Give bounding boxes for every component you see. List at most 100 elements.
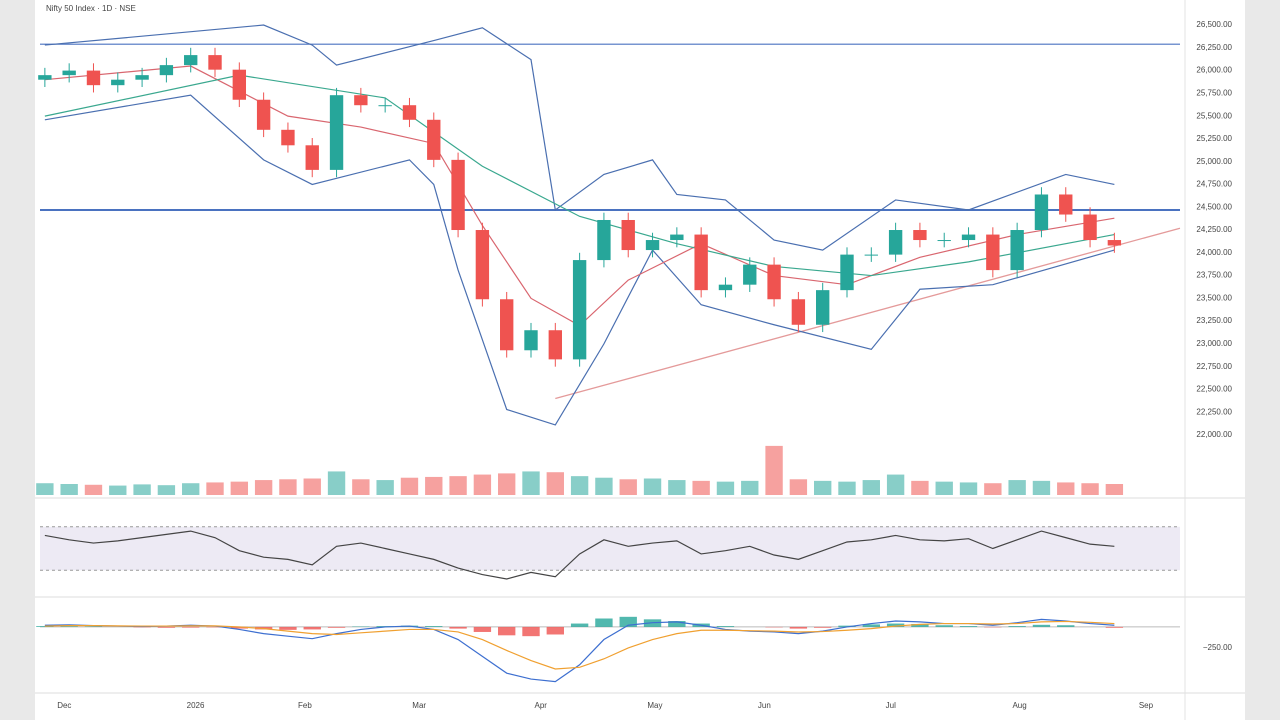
candle-body — [670, 234, 684, 241]
candle-body — [1083, 214, 1097, 241]
y-tick-label: 25,000.00 — [1196, 157, 1232, 166]
rsi-line — [44, 530, 1115, 580]
volume-bar — [595, 477, 613, 495]
candle-body — [694, 234, 708, 291]
volume-bar — [838, 481, 856, 495]
volume-bar — [765, 445, 783, 495]
candle-body — [159, 65, 174, 76]
x-tick-label: 2026 — [187, 701, 205, 710]
candle-body — [743, 264, 757, 285]
volume-bar — [376, 480, 394, 495]
volume-bar — [619, 479, 637, 495]
candle-body — [718, 284, 733, 291]
volume-bar — [449, 476, 467, 495]
volume-bar — [109, 485, 127, 495]
histogram-bar — [522, 626, 540, 637]
candle-body — [62, 70, 76, 76]
volume-bar — [789, 479, 808, 495]
y-tick-label: 22,750.00 — [1196, 362, 1232, 371]
candle-body — [597, 219, 611, 261]
volume-bar — [473, 474, 492, 495]
candle-body — [864, 254, 878, 256]
y-tick-label: 26,500.00 — [1196, 20, 1232, 29]
candle-body — [184, 55, 198, 66]
candle-body — [1107, 240, 1122, 246]
candle-body — [888, 230, 903, 255]
volume-bar — [182, 483, 200, 495]
y-tick-label: 26,000.00 — [1196, 66, 1232, 75]
volume-bar — [814, 480, 832, 495]
histogram-bar — [570, 623, 589, 627]
volume-bar — [400, 477, 419, 495]
x-tick-label: Apr — [534, 701, 547, 710]
histogram-bar — [327, 626, 346, 628]
candle-body — [1010, 230, 1024, 271]
candle-body — [281, 129, 295, 146]
candle-body — [329, 95, 344, 170]
histogram-bar — [1057, 625, 1075, 627]
y-tick-label: 24,250.00 — [1196, 225, 1232, 234]
candle-body — [232, 69, 247, 100]
candle-body — [111, 79, 125, 86]
volume-bar — [522, 471, 540, 495]
x-tick-label: Aug — [1012, 701, 1026, 710]
histogram-bar — [546, 626, 564, 635]
volume-bar — [36, 483, 54, 495]
candle-body — [961, 234, 976, 241]
candle-body — [451, 159, 465, 231]
histogram-bar — [1105, 626, 1124, 628]
y-tick-label: 22,000.00 — [1196, 430, 1232, 439]
volume-bar — [303, 478, 321, 495]
candle-body — [475, 230, 490, 300]
x-tick-label: Feb — [298, 701, 312, 710]
volume-bar — [60, 484, 78, 495]
trendline — [555, 227, 1181, 400]
panel — [35, 0, 1245, 720]
y-tick-label: 23,250.00 — [1196, 316, 1232, 325]
indicator-line — [44, 94, 1115, 426]
candle-body — [621, 219, 635, 251]
y-tick-label: 24,000.00 — [1196, 248, 1232, 257]
candle-body — [572, 260, 587, 360]
volume-bar — [911, 480, 929, 495]
histogram-bar — [911, 623, 929, 627]
volume-bar — [668, 480, 686, 495]
histogram-bar — [668, 621, 686, 627]
candle-body — [1059, 194, 1073, 215]
y-tick-label: 23,750.00 — [1196, 271, 1232, 280]
volume-bar — [279, 479, 297, 495]
macd-line — [44, 620, 1115, 670]
volume-bar — [959, 482, 978, 495]
x-tick-label: Jun — [758, 701, 771, 710]
histogram-bar — [182, 626, 200, 628]
volume-bar — [862, 480, 880, 495]
volume-bar — [935, 481, 953, 495]
histogram-bar — [498, 626, 516, 636]
candle-body — [986, 234, 1000, 271]
volume-bar — [498, 473, 516, 495]
volume-bar — [886, 474, 905, 495]
histogram-bar — [60, 626, 78, 627]
y-tick-label: 23,500.00 — [1196, 293, 1232, 302]
histogram-bar — [716, 626, 735, 627]
volume-bar — [425, 476, 443, 495]
volume-bar — [692, 480, 710, 495]
candle-body — [208, 55, 222, 70]
candle-body — [645, 240, 660, 251]
histogram-bar — [473, 626, 492, 632]
histogram-bar — [789, 626, 808, 629]
candle-body — [816, 290, 830, 325]
histogram-bar — [303, 626, 321, 630]
histogram-bar — [279, 626, 297, 630]
x-tick-label: Mar — [412, 701, 426, 710]
volume-bar — [133, 484, 151, 495]
volume-bar — [643, 478, 662, 495]
indicator-line — [44, 24, 1115, 251]
volume-bar — [230, 481, 249, 495]
candle-body — [305, 145, 319, 170]
histogram-bar — [1008, 626, 1026, 627]
volume-bar — [546, 472, 564, 495]
volume-bar — [1008, 480, 1026, 495]
